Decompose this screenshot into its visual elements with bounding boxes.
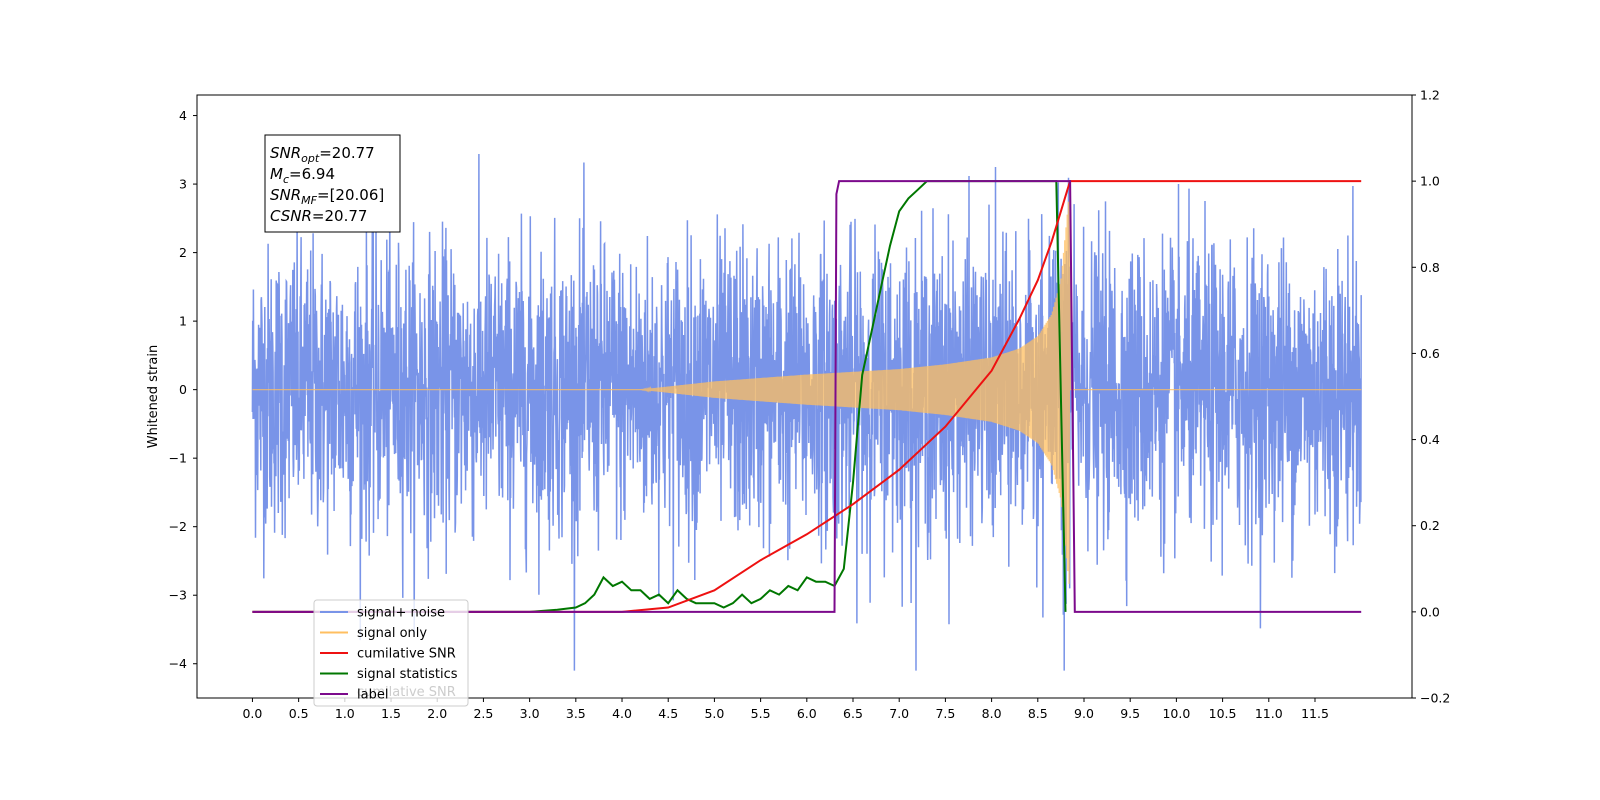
y-tick-label: −1 [169,451,187,466]
y2-tick-label: 0.2 [1420,518,1440,533]
x-tick-label: 2.5 [473,706,493,721]
y-tick-label: −2 [169,519,187,534]
series-signal-statistics [252,180,1067,613]
annotation-line: SNRopt=20.77 [270,144,375,165]
x-tick-label: 0.0 [242,706,262,721]
legend: cumilative SNR signal+ noise signal only cu… [313,599,469,707]
annotation-line: SNRMF=[20.06] [270,186,384,207]
y-tick-label: 1 [179,314,187,329]
y-tick-label: 3 [179,177,187,192]
x-tick-label: 9.0 [1074,706,1094,721]
y-tick-label: 4 [179,108,187,123]
annotation-line: CSNR=20.77 [270,207,367,225]
x-tick-label: 4.5 [658,706,678,721]
y-axis-label: Whitened strain [146,345,161,448]
plot-area [251,153,1362,671]
y2-tick-label: 1.0 [1420,174,1440,189]
annotation-line: Mc=6.94 [270,165,335,186]
series-label [252,180,1362,613]
axes: 0.0 0.5 1.0 1.5 2.0 2.5 3.0 3.5 4.0 4.5 5.0 5.5 6.0 6… [146,88,1450,722]
y-tick-label: −4 [169,656,187,671]
x-tick-label: 10.0 [1162,706,1190,721]
series-cumulative-snr [252,180,1362,613]
legend-entry-label: cumilative SNR [357,647,456,662]
x-tick-label: 11.0 [1255,706,1283,721]
legend-entry-label: signal only [357,626,427,641]
x-tick-label: 2.0 [427,706,447,721]
legend-hidden-text: cumilative SNR [357,685,456,700]
y2-tick-label: 0.0 [1420,604,1440,619]
x-tick-label: 1.0 [335,706,355,721]
y2-tick-label: −0.2 [1420,691,1450,706]
annotation-frame [264,134,401,233]
legend-frame [313,599,469,707]
y-tick-label: 0 [179,382,187,397]
y2-tick-label: 0.8 [1420,260,1440,275]
x-tick-label: 9.5 [1120,706,1140,721]
series-signal-only [252,188,1362,584]
x-tick-label: 10.5 [1209,706,1237,721]
x-tick-label: 3.5 [566,706,586,721]
legend-entry-label: signal statistics [357,667,458,682]
x-tick-label: 6.0 [797,706,817,721]
y2-tick-label: 0.4 [1420,432,1440,447]
y2-tick-label: 0.6 [1420,346,1440,361]
x-tick-label: 7.0 [889,706,909,721]
y2-tick-label: 1.2 [1420,88,1440,103]
x-tick-label: 6.5 [843,706,863,721]
x-tick-label: 5.5 [751,706,771,721]
x-tick-label: 1.5 [381,706,401,721]
legend-entry-label: signal+ noise [357,606,445,621]
annotation-box: SNRopt=20.77Mc=6.94SNRMF=[20.06]CSNR=20.… [264,134,401,233]
x-tick-label: 3.0 [520,706,540,721]
x-tick-label: 7.5 [935,706,955,721]
x-tick-label: 4.0 [612,706,632,721]
axes-frame [196,94,1413,699]
x-tick-label: 11.5 [1301,706,1329,721]
y-tick-label: 2 [179,245,187,260]
x-tick-label: 8.5 [1028,706,1048,721]
series-signal-noise [251,153,1362,671]
y-tick-label: −3 [169,588,187,603]
x-tick-label: 5.0 [704,706,724,721]
legend-entry-label: label [357,688,388,703]
x-tick-label: 0.5 [289,706,309,721]
x-tick-label: 8.0 [982,706,1002,721]
